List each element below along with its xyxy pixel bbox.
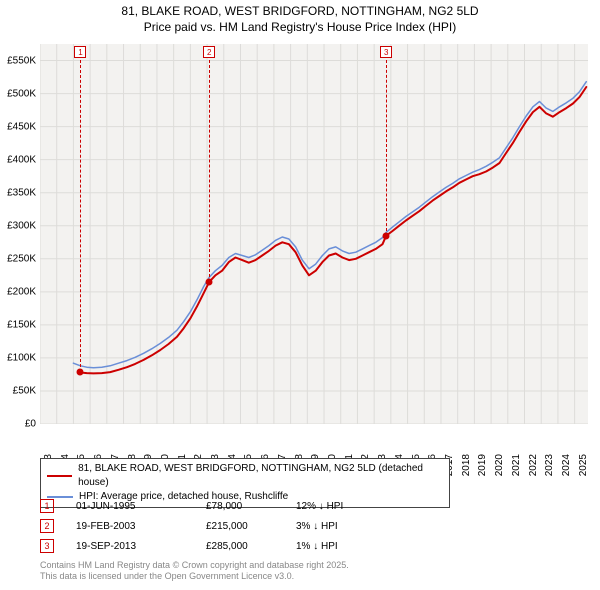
chart-svg [40,44,588,424]
marker-price: £215,000 [206,521,296,532]
marker-line [209,60,210,282]
chart-plot-area: 1 2 3 [40,44,588,424]
marker-line [386,60,387,236]
marker-flag: 1 [74,46,86,58]
marker-table-row: 1 01-JUN-1995£78,00012% ↓ HPI [40,496,396,516]
marker-table-row: 3 19-SEP-2013£285,0001% ↓ HPI [40,536,396,556]
y-tick-label: £300K [7,220,36,231]
x-tick-label: 2021 [511,454,522,476]
marker-price: £78,000 [206,501,296,512]
y-tick-label: £150K [7,319,36,330]
title-line-2: Price paid vs. HM Land Registry's House … [144,20,456,34]
x-tick-label: 2020 [494,454,505,476]
y-tick-label: £250K [7,253,36,264]
y-tick-label: £400K [7,154,36,165]
copyright-line-1: Contains HM Land Registry data © Crown c… [40,560,349,570]
chart-title: 81, BLAKE ROAD, WEST BRIDGFORD, NOTTINGH… [0,0,600,37]
marker-flag: 2 [203,46,215,58]
title-line-1: 81, BLAKE ROAD, WEST BRIDGFORD, NOTTINGH… [121,4,478,18]
legend-swatch [47,475,72,477]
y-tick-label: £450K [7,121,36,132]
x-tick-label: 2024 [561,454,572,476]
y-tick-label: £350K [7,187,36,198]
marker-table-row: 2 19-FEB-2003£215,0003% ↓ HPI [40,516,396,536]
marker-date: 19-FEB-2003 [76,521,206,532]
legend-row: 81, BLAKE ROAD, WEST BRIDGFORD, NOTTINGH… [47,462,443,490]
marker-flag: 3 [380,46,392,58]
marker-dot [206,278,213,285]
y-tick-label: £0 [25,419,36,430]
y-tick-label: £200K [7,286,36,297]
x-tick-label: 2025 [578,454,589,476]
marker-dot [383,232,390,239]
marker-price: £285,000 [206,541,296,552]
marker-dot [77,369,84,376]
y-tick-label: £50K [13,385,36,396]
x-tick-label: 2019 [477,454,488,476]
marker-pct: 3% ↓ HPI [296,521,396,532]
legend-label: 81, BLAKE ROAD, WEST BRIDGFORD, NOTTINGH… [78,462,443,490]
y-tick-label: £100K [7,352,36,363]
y-tick-label: £500K [7,88,36,99]
y-axis: £0£50K£100K£150K£200K£250K£300K£350K£400… [0,44,38,424]
copyright: Contains HM Land Registry data © Crown c… [40,560,349,583]
marker-date: 01-JUN-1995 [76,501,206,512]
marker-table: 1 01-JUN-1995£78,00012% ↓ HPI 2 19-FEB-2003… [40,496,396,556]
x-tick-label: 2022 [528,454,539,476]
marker-number: 1 [40,499,54,513]
marker-pct: 12% ↓ HPI [296,501,396,512]
x-tick-label: 2023 [544,454,555,476]
y-tick-label: £550K [7,55,36,66]
x-axis: 1993199419951996199719981999200020012002… [40,426,588,456]
x-tick-label: 2018 [461,454,472,476]
copyright-line-2: This data is licensed under the Open Gov… [40,571,294,581]
marker-line [80,60,81,372]
marker-date: 19-SEP-2013 [76,541,206,552]
marker-number: 3 [40,539,54,553]
marker-number: 2 [40,519,54,533]
marker-pct: 1% ↓ HPI [296,541,396,552]
